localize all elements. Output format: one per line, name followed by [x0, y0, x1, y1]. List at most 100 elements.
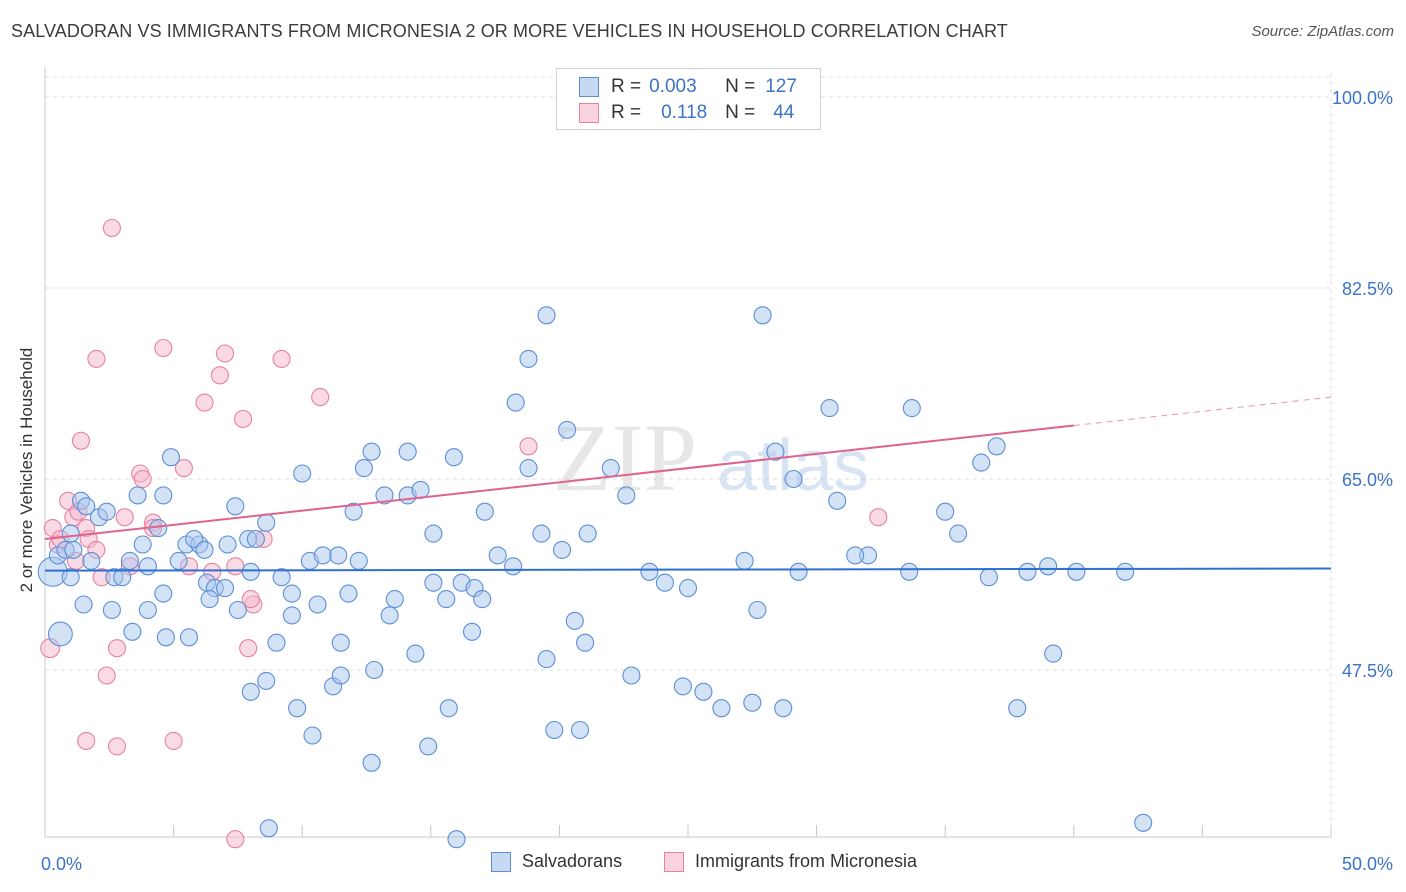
tick-labels: 100.0% 82.5% 65.0% 47.5% 0.0% 50.0%	[41, 88, 1393, 874]
series-legend: Salvadorans Immigrants from Micronesia	[0, 851, 1406, 879]
legend-item-salvadorans[interactable]: Salvadorans	[491, 851, 622, 872]
data-point	[828, 491, 847, 510]
data-point	[61, 524, 80, 543]
legend-n-value: 127	[765, 76, 797, 97]
data-point	[349, 551, 368, 570]
legend-swatch-blue	[491, 851, 511, 872]
data-point	[712, 699, 731, 718]
data-point	[215, 344, 235, 363]
legend-row-micronesia: R = 0.118 N = 44	[579, 100, 794, 126]
data-point	[102, 600, 121, 620]
data-point	[753, 306, 772, 325]
legend-n-label: N =	[725, 76, 756, 97]
data-point	[313, 546, 332, 565]
data-point	[339, 584, 358, 603]
data-point	[622, 666, 641, 685]
data-point	[195, 393, 214, 412]
data-point	[365, 660, 384, 680]
data-point	[133, 469, 152, 489]
data-point	[519, 349, 538, 368]
legend-r-label: R =	[611, 76, 642, 97]
source-credit: Source: ZipAtlas.com	[1251, 23, 1394, 40]
data-point	[655, 573, 674, 592]
data-point	[601, 459, 620, 478]
data-point	[115, 508, 134, 527]
data-point	[120, 551, 139, 570]
data-point	[71, 431, 91, 450]
data-point	[949, 524, 968, 543]
data-point	[375, 486, 394, 505]
legend-swatch-pink	[664, 851, 684, 872]
data-point	[678, 579, 698, 598]
data-point	[282, 584, 301, 603]
data-point	[444, 448, 463, 467]
data-point	[972, 453, 991, 472]
data-point	[537, 650, 556, 669]
data-point	[1018, 562, 1037, 581]
data-point	[77, 497, 96, 516]
trend-line-micronesia-extension	[1073, 396, 1332, 427]
data-point	[272, 568, 291, 587]
data-point	[565, 611, 584, 630]
legend-n-value: 44	[773, 102, 795, 123]
data-point	[61, 568, 80, 587]
data-point	[504, 557, 523, 576]
data-point	[74, 595, 93, 614]
data-point	[267, 633, 286, 652]
data-point	[362, 753, 381, 772]
data-point	[462, 622, 482, 641]
data-point	[329, 546, 348, 565]
watermark: ZIP atlas	[553, 404, 869, 511]
y-tick-label: 47.5%	[1342, 661, 1393, 681]
data-point	[447, 830, 466, 849]
trend-line-micronesia	[44, 424, 1074, 541]
data-point	[228, 600, 247, 620]
data-point	[774, 699, 793, 718]
data-point	[537, 306, 556, 325]
data-point	[1044, 644, 1063, 663]
data-point	[128, 486, 147, 505]
data-point	[354, 459, 373, 478]
chart-title: SALVADORAN VS IMMIGRANTS FROM MICRONESIA…	[11, 21, 1008, 41]
data-point	[869, 508, 888, 527]
data-point	[154, 338, 173, 358]
data-point	[936, 502, 955, 521]
data-point	[210, 366, 229, 385]
data-point	[743, 693, 762, 712]
data-point	[558, 420, 577, 439]
trend-lines	[44, 396, 1332, 572]
data-point	[766, 442, 785, 461]
data-point	[226, 497, 245, 516]
x-tick-label: 50.0%	[1342, 854, 1393, 874]
legend-swatch-blue	[579, 77, 599, 97]
data-point	[578, 524, 597, 543]
data-point	[154, 486, 173, 505]
y-tick-label: 82.5%	[1342, 279, 1393, 299]
data-point	[979, 568, 998, 587]
axes	[44, 67, 1332, 838]
data-point	[424, 524, 443, 543]
data-point	[475, 502, 494, 521]
data-point	[789, 562, 808, 581]
data-point	[519, 437, 538, 456]
data-point	[293, 464, 312, 483]
data-point	[64, 540, 83, 559]
data-point	[226, 557, 245, 576]
data-point	[437, 590, 456, 609]
trend-line-salvadorans	[44, 567, 1332, 572]
data-point	[282, 606, 301, 625]
data-point	[288, 699, 307, 718]
stats-legend: R = 0.003 N = 127 R = 0.118 N = 44	[556, 68, 821, 130]
data-point	[1134, 813, 1153, 832]
x-tick-label: 0.0%	[41, 854, 82, 874]
legend-item-micronesia[interactable]: Immigrants from Micronesia	[664, 851, 917, 872]
watermark-atlas: atlas	[717, 426, 869, 506]
data-point	[257, 671, 276, 690]
data-point	[215, 579, 235, 598]
data-point	[545, 720, 564, 740]
data-point	[532, 524, 551, 543]
legend-r-label: R =	[611, 102, 642, 123]
data-point	[1008, 699, 1027, 718]
data-point	[97, 502, 116, 521]
legend-r-value: 0.003	[649, 76, 697, 97]
